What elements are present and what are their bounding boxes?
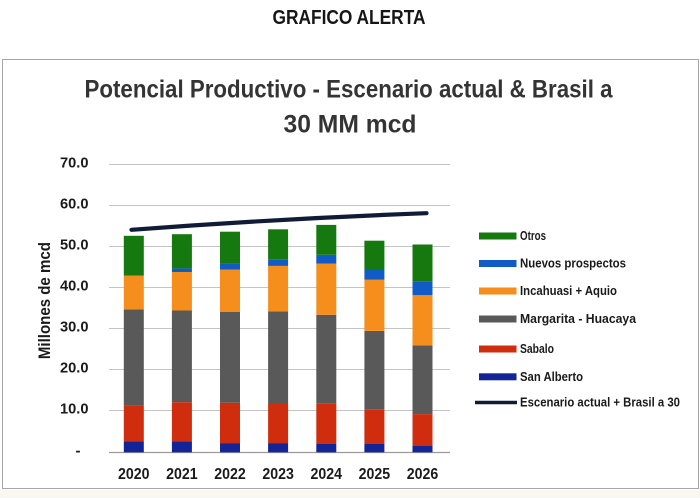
svg-text:Nuevos prospectos: Nuevos prospectos	[520, 257, 626, 271]
svg-text:30.0: 30.0	[60, 319, 89, 336]
svg-text:40.0: 40.0	[60, 278, 89, 295]
svg-text:Otros: Otros	[520, 229, 546, 243]
svg-text:2024: 2024	[311, 466, 343, 483]
svg-text:Escenario actual + Brasil a 30: Escenario actual + Brasil a 30	[520, 396, 680, 410]
svg-text:30 MM mcd: 30 MM mcd	[284, 111, 417, 139]
svg-text:60.0: 60.0	[60, 196, 89, 213]
svg-text:2025: 2025	[359, 466, 391, 483]
svg-text:Incahuasi + Aquio: Incahuasi + Aquio	[520, 284, 617, 298]
svg-text:2020: 2020	[118, 466, 150, 483]
svg-text:2023: 2023	[262, 466, 294, 483]
svg-text:Millones de mcd: Millones de mcd	[35, 242, 54, 359]
svg-text:Potencial Productivo - Escenar: Potencial Productivo - Escenario actual …	[85, 76, 614, 104]
svg-text:50.0: 50.0	[60, 237, 89, 254]
svg-text:-: -	[76, 443, 81, 460]
svg-text:Margarita - Huacaya: Margarita - Huacaya	[520, 312, 637, 326]
svg-text:70.0: 70.0	[60, 155, 89, 172]
svg-text:GRAFICO ALERTA: GRAFICO ALERTA	[273, 7, 426, 29]
svg-text:20.0: 20.0	[60, 360, 89, 377]
svg-text:2021: 2021	[166, 466, 198, 483]
svg-text:10.0: 10.0	[60, 401, 89, 418]
svg-text:San Alberto: San Alberto	[520, 370, 583, 384]
svg-text:2022: 2022	[214, 466, 246, 483]
svg-text:2026: 2026	[407, 466, 439, 483]
svg-text:Sabalo: Sabalo	[520, 342, 554, 356]
